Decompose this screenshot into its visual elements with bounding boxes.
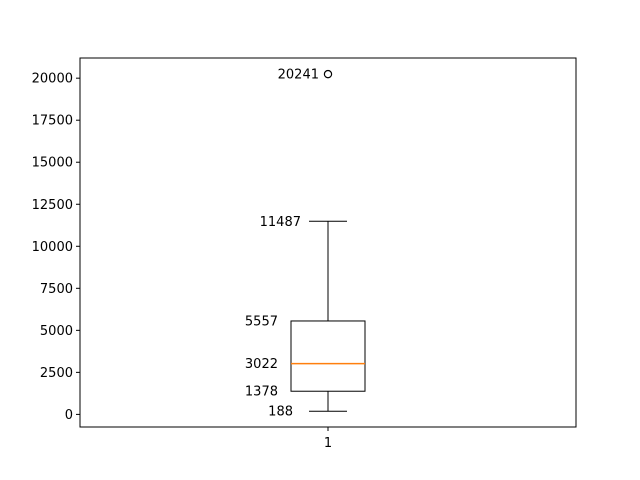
y-tick-label: 20000 <box>32 72 73 87</box>
iqr-box <box>290 320 366 392</box>
y-tick-label: 0 <box>65 408 73 423</box>
y-tick-label: 7500 <box>40 282 73 297</box>
whisker-low-label: 188 <box>268 405 293 420</box>
y-tick-label: 17500 <box>32 114 73 129</box>
plot-frame <box>79 57 577 428</box>
plot-group <box>290 69 366 412</box>
whisker-high-label: 11487 <box>260 215 301 230</box>
outlier-label: 20241 <box>278 68 319 83</box>
q3-label: 5557 <box>245 314 278 329</box>
outlier-point <box>323 69 333 79</box>
median-label: 3022 <box>245 357 278 372</box>
y-tick-label: 5000 <box>40 324 73 339</box>
y-tick-label: 15000 <box>32 156 73 171</box>
data-label-group: 20241 11487 5557 3022 1378 188 <box>245 68 319 420</box>
y-tick-label: 12500 <box>32 198 73 213</box>
y-tick-label: 10000 <box>32 240 73 255</box>
x-tick-label: 1 <box>324 436 332 451</box>
tick-group: 0 2500 5000 7500 10000 12500 15000 17500 20000 1 <box>32 72 333 451</box>
q1-label: 1378 <box>245 385 278 400</box>
y-tick-label: 2500 <box>40 366 73 381</box>
